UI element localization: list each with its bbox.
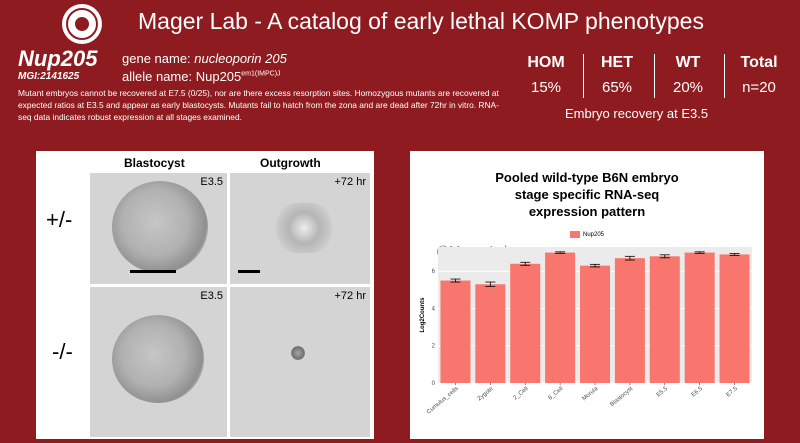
- stat-head: Total: [740, 54, 778, 71]
- stat-value: 20%: [672, 79, 704, 96]
- micrograph-hom-blastocyst: E3.5: [90, 287, 227, 437]
- stat-value: 15%: [530, 79, 562, 96]
- column-label-blastocyst: Blastocyst: [124, 156, 185, 170]
- bar: [649, 256, 680, 383]
- recovery-stats: HOM 15% HET 65% WT 20% Total n=20 Embryo…: [515, 52, 790, 121]
- y-axis-label: Log2Counts: [420, 297, 426, 333]
- allele-superscript: em1(IMPC)J: [241, 70, 281, 78]
- y-tick-label: 6: [432, 269, 436, 275]
- legend-swatch: [570, 231, 580, 238]
- gene-name: gene name: nucleoporin 205: [122, 51, 287, 66]
- stat-total: Total n=20: [728, 52, 790, 96]
- stage-label: E3.5: [200, 176, 223, 188]
- expression-chart-panel: Pooled wild-type B6N embryo stage specif…: [410, 151, 764, 439]
- stat-value: n=20: [742, 79, 776, 96]
- mgi-id: MGI:2141625: [18, 71, 80, 82]
- stat-hom: HOM 15%: [515, 52, 577, 96]
- x-tick-label: Blastocyst: [609, 386, 634, 408]
- bar: [614, 258, 645, 383]
- stage-label: +72 hr: [334, 290, 367, 302]
- bar: [579, 265, 611, 383]
- stat-divider: [583, 54, 584, 98]
- micrograph-het-outgrowth: +72 hr: [230, 173, 370, 284]
- phenotype-description: Mutant embryos cannot be recovered at E7…: [18, 88, 499, 122]
- scale-bar: [238, 270, 260, 273]
- stat-head: HET: [601, 54, 633, 71]
- stat-divider: [724, 54, 725, 98]
- bar: [510, 263, 541, 383]
- scale-bar: [130, 270, 176, 273]
- legend-label: Nup205: [583, 231, 605, 238]
- x-tick-label: 2_Cell: [513, 386, 530, 402]
- allele-name-label: allele name:: [122, 69, 196, 84]
- bar: [440, 280, 471, 383]
- x-tick-label: Cumulus_cells: [426, 386, 460, 416]
- x-tick-label: Zygote: [477, 386, 495, 403]
- x-tick-label: 8_Cell: [548, 386, 565, 402]
- gene-name-value: nucleoporin 205: [194, 51, 287, 66]
- outgrowth-cells: [274, 203, 334, 253]
- stage-label: +72 hr: [334, 176, 367, 188]
- bar: [684, 252, 715, 383]
- stat-divider: [654, 54, 655, 98]
- gene-name-label: gene name:: [122, 51, 195, 66]
- chart-title-line: Pooled wild-type B6N embryo: [495, 170, 679, 185]
- x-tick-label: E5.5: [656, 386, 670, 399]
- embryo-image-panel: Blastocyst Outgrowth +/- -/- E3.5 +72 hr…: [36, 151, 374, 439]
- chart-title-line: expression pattern: [528, 204, 646, 219]
- blastocyst-embryo: [112, 181, 208, 273]
- y-tick-label: 4: [432, 306, 436, 312]
- micrograph-hom-outgrowth: +72 hr: [230, 287, 370, 437]
- column-label-outgrowth: Outgrowth: [260, 156, 321, 170]
- blastocyst-embryo: [112, 315, 204, 403]
- chart-title: Pooled wild-type B6N embryo stage specif…: [410, 169, 764, 220]
- stats-caption: Embryo recovery at E3.5: [565, 106, 709, 121]
- stat-het: HET 65%: [586, 52, 648, 96]
- chart-legend: Nup205: [570, 231, 604, 238]
- bar: [545, 252, 576, 383]
- stage-label: E3.5: [200, 290, 223, 302]
- x-tick-label: Morula: [581, 386, 599, 403]
- y-tick-label: 0: [432, 381, 436, 387]
- page-title: Mager Lab - A catalog of early lethal KO…: [138, 8, 704, 34]
- row-label-hom: -/-: [52, 339, 73, 364]
- row-label-het: +/-: [46, 207, 73, 232]
- university-seal-icon: [62, 4, 102, 44]
- y-tick-label: 2: [432, 344, 436, 350]
- stat-value: 65%: [601, 79, 633, 96]
- bar: [475, 284, 506, 383]
- micrograph-het-blastocyst: E3.5: [90, 173, 227, 284]
- stat-head: WT: [675, 54, 701, 71]
- stat-wt: WT 20%: [657, 52, 719, 96]
- allele-name-value: Nup205: [195, 69, 242, 84]
- chart-title-line: stage specific RNA-seq: [514, 187, 660, 202]
- allele-name: allele name: Nup205em1(IMPC)J: [122, 69, 281, 84]
- x-tick-label: E7.5: [726, 386, 740, 399]
- arrested-embryo: [290, 345, 306, 361]
- x-tick-label: E6.5: [691, 386, 705, 399]
- expression-bar-chart: 0 2 4 6 Cumulus_cells Zygote 2_Cell 8_Cell Morul…: [420, 247, 752, 416]
- bar: [719, 254, 750, 383]
- stat-head: HOM: [527, 54, 565, 71]
- gene-symbol: Nup205: [18, 46, 98, 71]
